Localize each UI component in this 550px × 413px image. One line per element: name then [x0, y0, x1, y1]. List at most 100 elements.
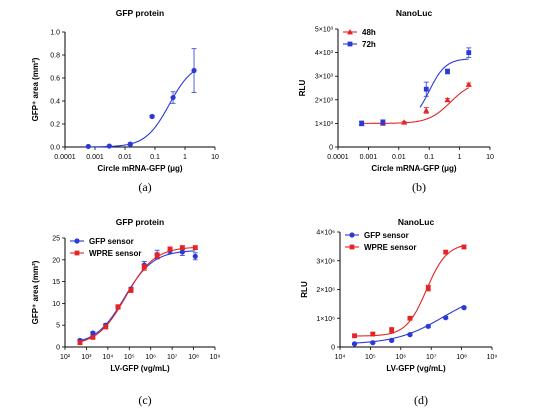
data-point: [115, 304, 121, 310]
data-point: [401, 119, 408, 125]
data-point: [77, 340, 83, 346]
x-tick-label: 10: [486, 154, 494, 161]
x-tick-label: 1: [458, 154, 462, 161]
data-point: [85, 143, 91, 150]
x-tick-label: 10⁸: [188, 354, 199, 361]
data-point: [191, 67, 197, 74]
y-tick-label: 0: [331, 345, 335, 352]
y-tick-label: 0.0: [50, 145, 60, 152]
x-tick-label: 0.01: [118, 154, 132, 161]
fit-curve: [88, 70, 195, 148]
data-point: [141, 264, 147, 270]
data-point: [443, 249, 449, 255]
fit-curve: [419, 58, 469, 108]
legend-marker: [74, 238, 80, 244]
data-point: [407, 315, 413, 321]
series-gfp-sensor: [351, 305, 467, 347]
series: [85, 48, 197, 150]
fit-curve: [361, 87, 470, 124]
data-point: [167, 246, 173, 252]
data-point: [465, 81, 472, 87]
data-point: [179, 245, 185, 250]
data-point: [445, 69, 450, 74]
x-axis-label: Circle mRNA-GFP (μg): [97, 164, 183, 173]
fit-curve: [79, 246, 196, 343]
data-point: [425, 285, 431, 291]
y-tick-label: 1×10⁶: [316, 316, 335, 323]
series-72h: [359, 47, 472, 127]
series-wpre-sensor: [352, 244, 467, 339]
x-tick-label: 10⁹: [210, 354, 221, 361]
data-point: [352, 333, 357, 339]
legend-label: WPRE sensor: [364, 243, 416, 252]
data-point: [389, 327, 395, 333]
x-tick-label: 10⁸: [456, 354, 467, 361]
legend-marker: [347, 41, 353, 47]
series-48h: [358, 81, 472, 126]
panel-caption: (b): [412, 180, 426, 194]
series-wpre-sensor: [77, 245, 198, 346]
x-tick-label: 10⁶: [395, 354, 406, 361]
x-tick-label: 0.001: [86, 154, 104, 161]
y-tick-label: 2×10⁶: [316, 287, 335, 294]
x-tick-label: 0.1: [150, 154, 160, 161]
data-point: [370, 331, 376, 337]
data-point: [407, 332, 413, 338]
x-tick-label: 10⁶: [145, 354, 156, 361]
y-tick-label: 25: [52, 236, 60, 243]
x-axis-label: LV-GFP (vg/mL): [110, 364, 170, 373]
chart-d: NanoLuc 10⁴ 10⁵ 10⁶ 10⁷ 10⁸ 10⁹ 0 1×10⁶ 2×10⁶ 3×10…: [300, 217, 497, 407]
x-tick-label: 0.01: [392, 154, 406, 161]
data-point: [443, 315, 449, 321]
y-tick-label: 2×10³: [315, 97, 334, 104]
data-point: [389, 337, 395, 343]
x-tick-label: 0.0001: [54, 154, 76, 161]
data-point: [192, 245, 198, 250]
chart-title: NanoLuc: [398, 217, 435, 227]
y-tick-label: 20: [52, 257, 60, 264]
data-point: [359, 121, 365, 126]
x-tick-label: 10³: [81, 354, 92, 361]
legend-label: 72h: [362, 40, 376, 49]
data-point: [380, 119, 386, 125]
x-tick-label: 10²: [60, 354, 71, 361]
y-axis-label: RLU: [300, 281, 309, 298]
fit-curve: [354, 245, 465, 337]
x-tick-label: 1: [183, 154, 187, 161]
legend-marker: [347, 29, 353, 35]
y-tick-label: 0.2: [50, 122, 60, 129]
data-point: [423, 107, 430, 113]
y-tick-label: 5×10³: [315, 27, 334, 34]
data-point: [461, 244, 467, 250]
x-axis-label: Circle mRNA-GFP (μg): [371, 164, 457, 173]
data-point: [192, 253, 198, 259]
x-axis-label: LV-GFP (vg/mL): [386, 364, 446, 373]
data-point: [444, 96, 451, 103]
chart-c: GFP protein 10² 10³ 10⁴ 10⁵ 10⁶ 10⁷ 10⁸ 10⁹ 0 5 10 1…: [31, 217, 220, 407]
data-point: [170, 94, 176, 101]
y-tick-label: 5: [56, 323, 60, 330]
data-point: [425, 323, 431, 329]
chart-a: GFP protein 0.0001 0.001 0.01 0.1 1 10 0.0 0.2 0.…: [31, 8, 219, 194]
x-tick-label: 10⁵: [365, 354, 376, 361]
legend-label: GFP sensor: [364, 231, 409, 240]
x-tick-label: 10⁹: [487, 354, 498, 361]
y-axis-label: RLU: [298, 80, 307, 97]
y-tick-label: 0: [56, 345, 60, 352]
fit-curve: [354, 305, 465, 344]
x-tick-label: 0.1: [424, 154, 434, 161]
data-point: [128, 287, 134, 293]
x-tick-label: 10: [211, 154, 219, 161]
x-tick-label: 10⁷: [426, 354, 437, 361]
legend-marker: [349, 244, 355, 250]
x-tick-label: 10⁷: [167, 354, 178, 361]
y-axis-label: GFP⁺ area (mm²): [31, 260, 40, 324]
data-point: [351, 341, 358, 347]
y-tick-label: 4×10³: [315, 50, 334, 57]
y-tick-label: 0.4: [50, 99, 60, 106]
chart-title: GFP protein: [116, 8, 165, 18]
fit-curve: [79, 250, 196, 342]
data-point: [127, 141, 133, 147]
legend-marker: [74, 250, 80, 256]
